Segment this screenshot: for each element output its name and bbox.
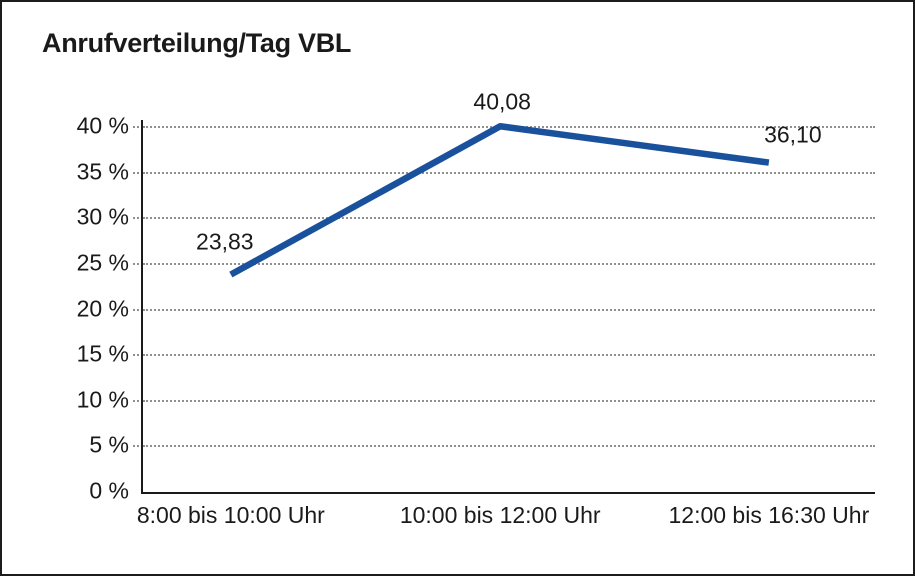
gridline-5 xyxy=(143,445,875,448)
y-axis-label-0: 0 % xyxy=(89,477,129,504)
gridline-25 xyxy=(143,262,875,265)
x-axis xyxy=(141,492,875,494)
gridline-20 xyxy=(143,308,875,311)
x-category-label-0: 8:00 bis 10:00 Uhr xyxy=(136,502,325,528)
y-axis xyxy=(141,120,143,494)
data-point-label-0: 23,83 xyxy=(196,228,254,255)
chart-title: Anrufverteilung/Tag VBL xyxy=(42,28,352,58)
y-axis-label-10: 10 % xyxy=(76,386,129,413)
y-tick-35 xyxy=(133,171,143,174)
data-line xyxy=(229,123,770,278)
y-axis-label-30: 30 % xyxy=(76,203,129,230)
y-axis-label-40: 40 % xyxy=(76,112,129,139)
data-point-label-1: 40,08 xyxy=(473,88,531,115)
y-tick-40 xyxy=(133,126,143,128)
y-tick-5 xyxy=(133,445,143,448)
x-category-label-1: 10:00 bis 12:00 Uhr xyxy=(399,502,601,528)
y-axis-label-20: 20 % xyxy=(76,294,129,321)
y-axis-label-35: 35 % xyxy=(76,158,129,185)
y-tick-30 xyxy=(133,217,143,220)
x-category-label-2: 12:00 bis 16:30 Uhr xyxy=(668,502,870,528)
y-tick-25 xyxy=(133,262,143,265)
y-axis-label-15: 15 % xyxy=(76,340,129,367)
y-axis-label-5: 5 % xyxy=(89,431,129,458)
data-point-label-2: 36,10 xyxy=(764,121,822,148)
gridline-30 xyxy=(143,217,875,220)
gridline-35 xyxy=(143,171,875,174)
y-tick-10 xyxy=(133,399,143,402)
gridline-10 xyxy=(143,399,875,402)
gridline-15 xyxy=(143,354,875,357)
y-axis-label-25: 25 % xyxy=(76,249,129,276)
y-tick-20 xyxy=(133,308,143,311)
y-tick-15 xyxy=(133,354,143,357)
